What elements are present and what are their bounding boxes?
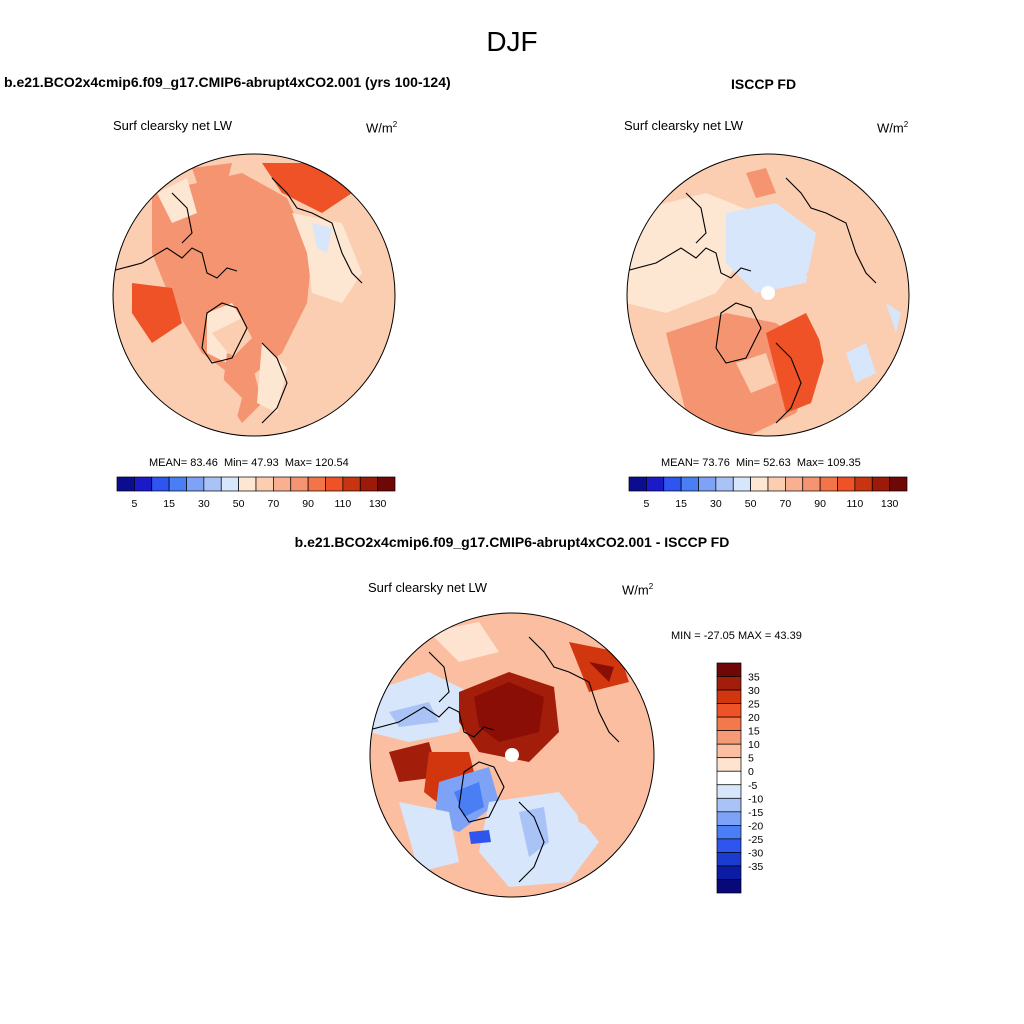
colorbar-swatch xyxy=(854,476,873,492)
colorbar-swatch xyxy=(646,476,665,492)
colorbar-swatch xyxy=(134,476,153,492)
panel-1-title: b.e21.BCO2x4cmip6.f09_g17.CMIP6-abrupt4x… xyxy=(4,74,451,90)
colorbar-swatch xyxy=(203,476,222,492)
colorbar-swatch xyxy=(716,676,742,691)
colorbar-swatch xyxy=(716,770,742,786)
colorbar-swatch xyxy=(716,716,742,731)
colorbar-swatch xyxy=(628,476,647,492)
colorbar-tick-label: -30 xyxy=(748,847,763,859)
colorbar-swatch xyxy=(168,476,187,492)
colorbar-swatch xyxy=(871,476,890,492)
colorbar-tick-label: 15 xyxy=(163,498,175,510)
colorbar-swatch xyxy=(377,476,396,492)
panel-1-colorbar: 5 15 30 50 70 90 110 130 xyxy=(116,476,396,510)
colorbar-swatch xyxy=(732,476,751,492)
panel-2-stats: MEAN= 73.76 Min= 52.63 Max= 109.35 xyxy=(661,457,861,469)
colorbar-tick-label: 70 xyxy=(780,498,792,510)
colorbar-tick-label: -35 xyxy=(748,861,763,873)
colorbar-swatch xyxy=(698,476,717,492)
colorbar-swatch xyxy=(342,476,361,492)
panel-1-stats: MEAN= 83.46 Min= 47.93 Max= 120.54 xyxy=(149,457,349,469)
colorbar-tick-label: 20 xyxy=(748,712,760,724)
colorbar-tick-label: 25 xyxy=(748,699,760,711)
panel-3-units: W/m2 xyxy=(622,582,654,598)
colorbar-swatch xyxy=(716,811,742,826)
colorbar-swatch xyxy=(716,852,742,867)
colorbar-swatch xyxy=(273,476,292,492)
panel-3-polar-map xyxy=(369,612,655,898)
colorbar-swatch xyxy=(716,743,742,759)
colorbar-tick-label: 70 xyxy=(268,498,280,510)
colorbar-tick-label: 15 xyxy=(748,726,760,738)
panel-3-variable: Surf clearsky net LW xyxy=(368,580,487,595)
panel-1-polar-map xyxy=(112,153,396,437)
colorbar-tick-label: 130 xyxy=(369,498,387,510)
colorbar-swatch xyxy=(785,476,804,492)
panel-2-units: W/m2 xyxy=(877,120,909,136)
colorbar-swatch xyxy=(238,476,257,492)
panel-2-variable: Surf clearsky net LW xyxy=(624,118,743,133)
panel-3-stats: MIN = -27.05 MAX = 43.39 xyxy=(671,630,802,642)
colorbar-tick-label: 110 xyxy=(847,498,864,510)
colorbar-swatch xyxy=(716,838,742,853)
colorbar-tick-label: 90 xyxy=(302,498,314,510)
colorbar-swatch xyxy=(186,476,205,492)
colorbar-tick-label: -15 xyxy=(748,807,763,819)
colorbar-swatch xyxy=(680,476,699,492)
colorbar-swatch xyxy=(767,476,786,492)
colorbar-swatch xyxy=(819,476,838,492)
colorbar-tick-label: 50 xyxy=(745,498,757,510)
colorbar-swatch xyxy=(220,476,239,492)
colorbar-tick-label: -25 xyxy=(748,834,763,846)
colorbar-tick-label: 90 xyxy=(814,498,826,510)
colorbar-swatch xyxy=(359,476,378,492)
colorbar-swatch xyxy=(750,476,769,492)
colorbar-swatch xyxy=(116,476,135,492)
colorbar-swatch xyxy=(837,476,856,492)
panel-2-colorbar: 5 15 30 50 70 90 110 130 xyxy=(628,476,908,510)
colorbar-swatch xyxy=(663,476,682,492)
colorbar-tick-label: 110 xyxy=(335,498,352,510)
colorbar-swatch xyxy=(716,703,742,718)
colorbar-tick-label: 30 xyxy=(710,498,722,510)
panel-3-title: b.e21.BCO2x4cmip6.f09_g17.CMIP6-abrupt4x… xyxy=(294,534,730,550)
colorbar-tick-label: -20 xyxy=(748,820,763,832)
colorbar-swatch xyxy=(716,689,742,704)
colorbar-swatch xyxy=(255,476,274,492)
colorbar-swatch xyxy=(716,879,742,894)
colorbar-swatch xyxy=(716,662,742,677)
colorbar-swatch xyxy=(307,476,326,492)
panel-1-units: W/m2 xyxy=(366,120,398,136)
colorbar-tick-label: 50 xyxy=(233,498,245,510)
colorbar-tick-label: -5 xyxy=(748,780,757,792)
colorbar-swatch xyxy=(716,825,742,840)
colorbar-swatch xyxy=(716,757,742,772)
panel-2-title: ISCCP FD xyxy=(731,76,797,92)
colorbar-tick-label: 5 xyxy=(643,498,649,510)
colorbar-swatch xyxy=(715,476,734,492)
colorbar-swatch xyxy=(716,730,742,745)
colorbar-swatch xyxy=(889,476,908,492)
colorbar-tick-label: 35 xyxy=(748,672,760,684)
colorbar-tick-label: -10 xyxy=(748,793,763,805)
colorbar-swatch xyxy=(151,476,170,492)
colorbar-tick-label: 130 xyxy=(881,498,899,510)
colorbar-tick-label: 5 xyxy=(131,498,137,510)
panel-2-polar-map xyxy=(626,153,910,437)
colorbar-tick-label: 30 xyxy=(748,685,760,697)
colorbar-swatch xyxy=(716,797,742,813)
figure-title: DJF xyxy=(486,26,538,57)
colorbar-tick-label: 10 xyxy=(748,739,760,751)
colorbar-tick-label: 30 xyxy=(198,498,210,510)
colorbar-swatch xyxy=(716,784,742,799)
colorbar-swatch xyxy=(802,476,821,492)
colorbar-tick-label: 0 xyxy=(748,766,754,778)
colorbar-tick-label: 15 xyxy=(675,498,687,510)
colorbar-swatch xyxy=(716,865,742,880)
colorbar-swatch xyxy=(325,476,344,492)
panel-1-variable: Surf clearsky net LW xyxy=(113,118,232,133)
colorbar-tick-label: 5 xyxy=(748,753,754,765)
colorbar-swatch xyxy=(290,476,309,492)
